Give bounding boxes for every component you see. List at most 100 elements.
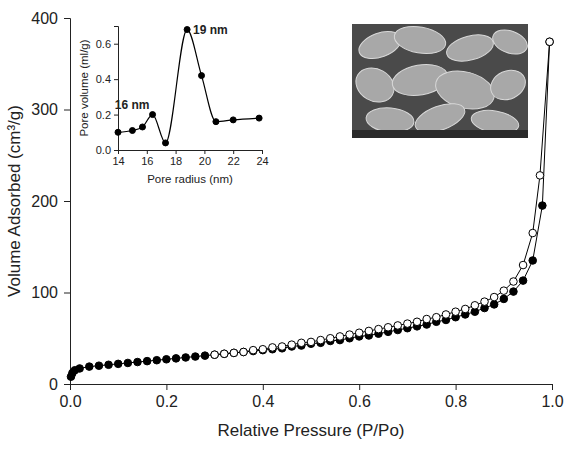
marker xyxy=(256,115,262,121)
tick-mark xyxy=(64,201,70,202)
marker xyxy=(546,38,554,46)
marker xyxy=(153,356,161,364)
tick-mark xyxy=(456,384,457,390)
marker xyxy=(114,360,122,368)
marker xyxy=(375,325,383,333)
marker xyxy=(220,350,228,358)
marker xyxy=(346,331,354,339)
series-line xyxy=(118,30,259,143)
axis-line xyxy=(64,19,71,385)
marker xyxy=(230,349,238,357)
axis-line xyxy=(119,151,263,155)
tick-mark xyxy=(64,384,70,385)
tick-label: 20 xyxy=(199,155,211,167)
marker xyxy=(404,320,412,328)
tick: 0.6 xyxy=(96,38,118,50)
marker xyxy=(317,336,325,344)
marker xyxy=(172,355,180,363)
marker xyxy=(490,301,498,309)
tick-mark xyxy=(359,384,360,390)
tick-mark xyxy=(552,384,553,390)
tick: 0.0 xyxy=(96,144,118,156)
marker xyxy=(129,128,135,134)
tick-mark xyxy=(147,150,148,154)
tick-label: 0.2 xyxy=(96,109,111,121)
tick-mark xyxy=(262,150,263,154)
marker xyxy=(500,295,508,303)
tick-mark xyxy=(114,115,118,116)
tick-mark xyxy=(114,150,118,151)
tick-mark xyxy=(114,79,118,80)
marker xyxy=(230,349,238,357)
tick-mark xyxy=(114,44,118,45)
marker xyxy=(278,343,286,351)
tick-label: 18 xyxy=(170,155,182,167)
tick-label: 14 xyxy=(112,155,124,167)
inset-chart: 1416182022240.00.20.40.6Pore radius (nm)… xyxy=(78,23,269,185)
marker xyxy=(461,305,469,313)
tick: 20 xyxy=(199,150,211,167)
marker xyxy=(336,333,344,341)
series-line xyxy=(215,42,550,355)
tick-label: 0.0 xyxy=(59,393,81,410)
marker xyxy=(85,363,93,371)
marker xyxy=(529,229,537,237)
x-axis: 14 16 18 20 22 24 xyxy=(112,150,268,167)
tick: 22 xyxy=(228,150,240,167)
plot-area xyxy=(115,27,262,146)
marker xyxy=(413,318,421,326)
tick: 0.4 xyxy=(252,384,274,410)
marker xyxy=(355,329,363,337)
marker xyxy=(529,257,537,265)
tick-label: 0.4 xyxy=(96,73,111,85)
marker xyxy=(76,365,84,373)
tick: 100 xyxy=(31,284,70,301)
marker xyxy=(519,261,527,269)
y-axis: 0.0 0.2 0.4 0.6 xyxy=(96,27,119,157)
tick-label: 200 xyxy=(31,193,58,210)
tick-label: 0.6 xyxy=(96,38,111,50)
marker xyxy=(326,334,334,342)
marker xyxy=(536,172,544,180)
marker xyxy=(452,308,460,316)
tick-mark xyxy=(166,384,167,390)
marker xyxy=(95,362,103,370)
marker xyxy=(442,311,450,319)
marker xyxy=(269,344,277,352)
sem-flake xyxy=(365,106,415,134)
tick: 0.2 xyxy=(156,384,178,410)
marker xyxy=(539,202,547,210)
tick-label: 0.2 xyxy=(156,393,178,410)
tick-label: 0.8 xyxy=(445,393,467,410)
tick: 0.4 xyxy=(96,73,118,85)
marker xyxy=(423,315,431,323)
marker xyxy=(490,293,498,301)
marker xyxy=(150,112,156,118)
chart: 0.00.20.40.60.81.00100200300400Relative … xyxy=(0,0,582,458)
axis-line xyxy=(71,385,553,391)
marker xyxy=(510,278,518,286)
sem-flake xyxy=(489,26,530,59)
tick-label: 0.0 xyxy=(96,144,111,156)
marker xyxy=(182,354,190,362)
x-axis: 0.00.20.40.60.81.0 xyxy=(59,384,563,410)
tick: 14 xyxy=(112,150,124,167)
series-line xyxy=(71,42,550,377)
sem-flake xyxy=(486,65,530,106)
tick: 0 xyxy=(49,376,70,393)
marker xyxy=(365,327,373,335)
marker xyxy=(288,341,296,349)
tick-label: 0.6 xyxy=(349,393,371,410)
tick: 24 xyxy=(256,150,268,167)
marker xyxy=(394,322,402,330)
tick: 400 xyxy=(31,10,70,27)
tick-label: 400 xyxy=(31,10,58,27)
marker xyxy=(220,350,228,358)
sem-flake xyxy=(444,30,497,66)
tick: 0.6 xyxy=(349,384,371,410)
annotation: 19 nm xyxy=(193,23,228,37)
marker xyxy=(115,129,121,135)
marker xyxy=(240,348,248,356)
tick: 0.0 xyxy=(59,384,81,410)
tick: 16 xyxy=(141,150,153,167)
